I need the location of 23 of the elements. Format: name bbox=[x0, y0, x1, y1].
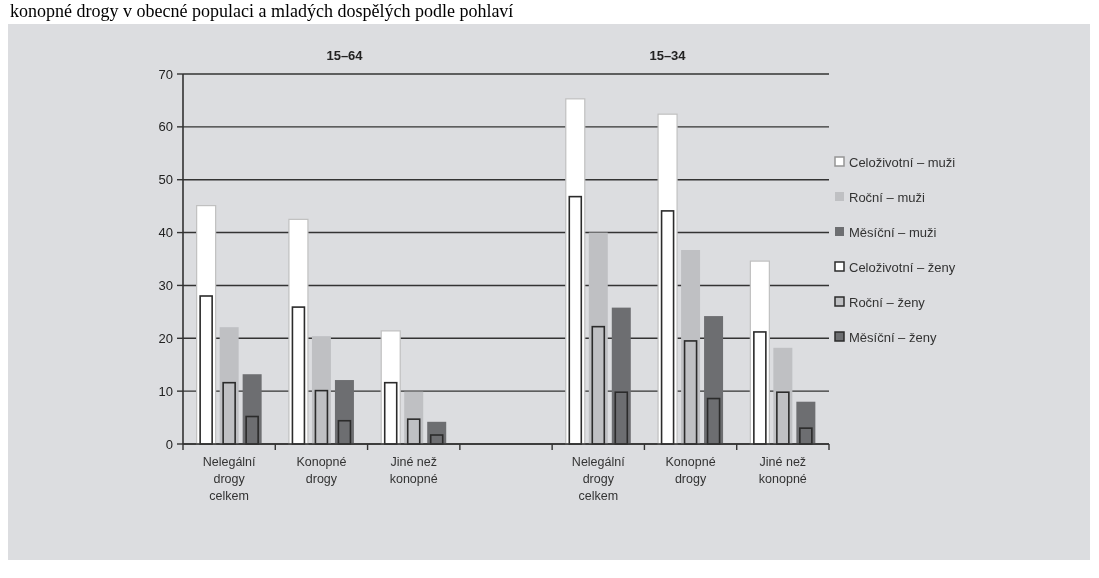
chart-title: konopné drogy v obecné populaci a mladých dospělých podle pohlaví bbox=[10, 1, 514, 21]
y-tick-label: 30 bbox=[158, 277, 173, 293]
x-tick-label: Nelegální drogy celkem bbox=[202, 455, 257, 503]
text: 15–64 bbox=[326, 48, 364, 63]
x-tick-label: Jiné než konopné bbox=[389, 455, 438, 486]
y-tick-label: 60 bbox=[158, 119, 173, 135]
legend-label: Měsíční – muži bbox=[849, 224, 937, 240]
legend-label: Měsíční – ženy bbox=[849, 329, 937, 345]
y-tick-label: 40 bbox=[158, 225, 173, 241]
x-tick-label: Konopné drogy bbox=[665, 455, 716, 486]
legend-label: Roční – muži bbox=[849, 189, 925, 205]
y-tick-label: 50 bbox=[158, 172, 173, 188]
legend-label: Celoživotní – muži bbox=[849, 154, 956, 170]
legend-label: Roční – ženy bbox=[849, 294, 926, 310]
x-tick-label: Konopné drogy bbox=[296, 455, 347, 486]
y-tick-label: 0 bbox=[165, 436, 173, 452]
y-tick-label: 10 bbox=[158, 383, 173, 399]
y-tick-label: 70 bbox=[158, 66, 173, 82]
text: 15–34 bbox=[649, 48, 687, 63]
legend-label: Celoživotní – ženy bbox=[849, 259, 956, 275]
x-tick-label: Nelegální drogy celkem bbox=[571, 455, 626, 503]
y-tick-label: 20 bbox=[158, 330, 173, 346]
x-tick-label: Jiné než konopné bbox=[758, 455, 807, 486]
